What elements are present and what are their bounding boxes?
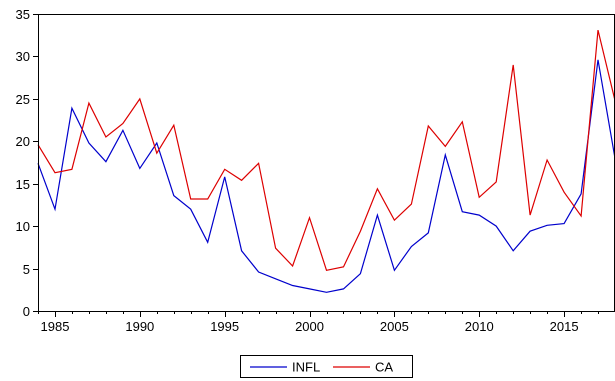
- y-tick-label: 10: [16, 219, 30, 234]
- legend-label-infl: INFL: [292, 360, 320, 375]
- y-tick-label: 30: [16, 49, 30, 64]
- y-tick-label: 0: [23, 304, 30, 319]
- y-tick-label: 25: [16, 92, 30, 107]
- x-tick-label: 1985: [41, 319, 70, 334]
- x-tick-label: 2005: [380, 319, 409, 334]
- series-line-ca: [37, 29, 615, 271]
- y-tick-label: 15: [16, 177, 30, 192]
- x-tick-label: 2000: [295, 319, 324, 334]
- y-tick-label: 35: [16, 7, 30, 22]
- legend: INFL CA: [240, 355, 413, 378]
- series-line-infl: [37, 59, 615, 293]
- x-tick-label: 2010: [465, 319, 494, 334]
- x-tick-label: 2015: [550, 319, 579, 334]
- y-axis: 0 5 10 15 20 25 30 35: [16, 7, 38, 319]
- series-layer: [37, 29, 615, 293]
- legend-label-ca: CA: [375, 360, 393, 375]
- y-tick-label: 5: [23, 262, 30, 277]
- x-tick-label: 1990: [125, 319, 154, 334]
- x-tick-label: 1995: [210, 319, 239, 334]
- x-axis: 1985 1990 1995 2000 2005 2010 2015: [38, 311, 599, 334]
- y-tick-label: 20: [16, 134, 30, 149]
- legend-box: [240, 355, 413, 378]
